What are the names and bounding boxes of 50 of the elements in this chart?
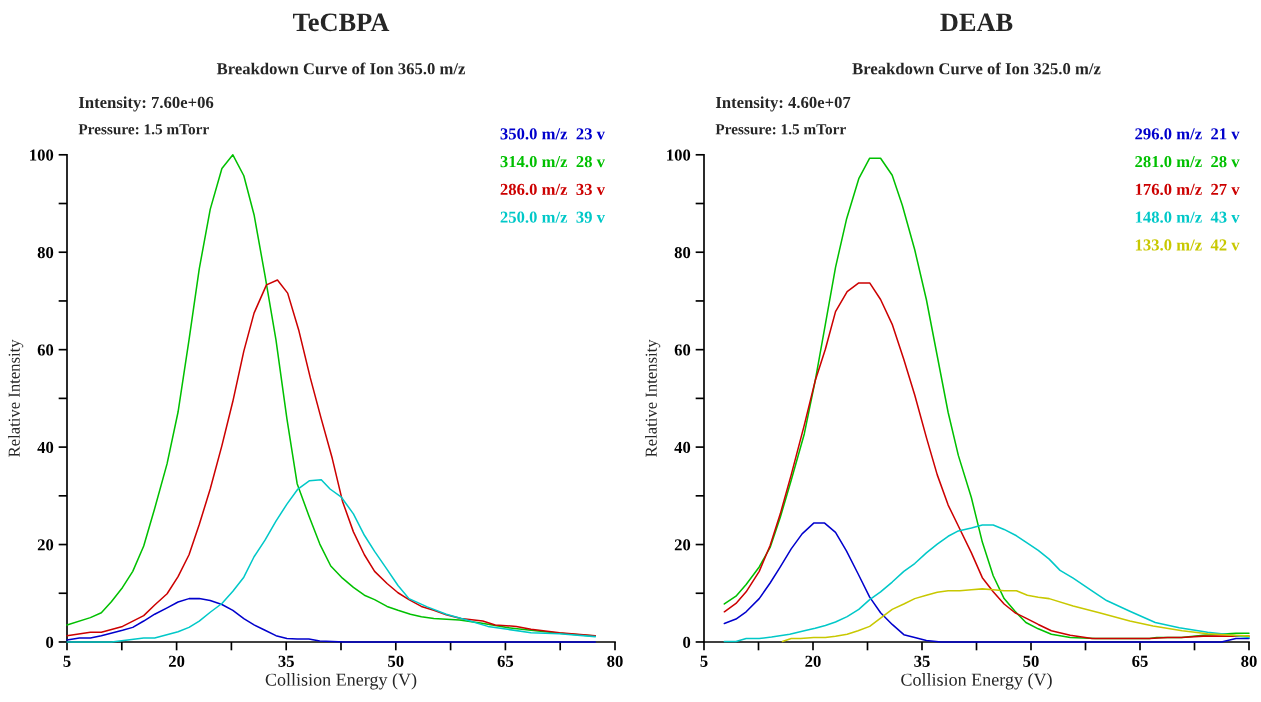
y-axis-title: Relative Intensity <box>645 339 661 457</box>
x-tick-label: 20 <box>168 655 185 667</box>
line-series <box>781 588 1250 643</box>
text: 350.0 m/z 23 v <box>500 128 605 140</box>
text: 314.0 m/z 28 v <box>500 156 605 168</box>
chart-title: TeCBPA <box>293 13 390 32</box>
y-tick-label: 100 <box>667 149 691 161</box>
x-axis-title: Collision Energy (V) <box>901 673 1052 690</box>
x-tick-label: 5 <box>63 655 71 667</box>
x-tick-label: 80 <box>607 655 623 667</box>
text: Intensity: 4.60e+07 <box>715 96 851 112</box>
x-tick-label: 65 <box>497 655 514 667</box>
y-tick-label: 20 <box>674 539 691 551</box>
y-tick-label: 80 <box>37 246 54 259</box>
text: Intensity: 7.60e+06 <box>78 96 214 112</box>
y-tick-label: 100 <box>30 149 54 161</box>
x-tick-label: 20 <box>805 655 821 667</box>
text: 176.0 m/z 27 v <box>1135 183 1240 196</box>
line-series <box>66 478 597 643</box>
line-series <box>723 157 1250 640</box>
text: 250.0 m/z 39 v <box>500 211 605 223</box>
y-tick-label: 0 <box>683 636 691 648</box>
x-tick-label: 50 <box>1023 655 1039 667</box>
text: 296.0 m/z 21 v <box>1135 128 1240 140</box>
chart-subtitle: Breakdown Curve of Ion 365.0 m/z <box>216 62 466 75</box>
y-tick-label: 40 <box>37 441 54 454</box>
chart-subtitle: Breakdown Curve of Ion 325.0 m/z <box>852 62 1101 75</box>
text: Pressure: 1.5 mTorr <box>715 124 846 135</box>
y-tick-label: 60 <box>674 344 691 356</box>
y-tick-label: 60 <box>37 344 54 356</box>
x-tick-label: 35 <box>278 655 294 667</box>
y-tick-label: 20 <box>37 539 54 551</box>
x-tick-label: 5 <box>700 655 708 667</box>
y-axis-title: Relative Intensity <box>8 339 24 457</box>
x-tick-label: 80 <box>1241 655 1257 667</box>
x-tick-label: 65 <box>1132 655 1148 667</box>
x-axis-title: Collision Energy (V) <box>265 673 417 690</box>
chart-title: DEAB <box>940 13 1013 31</box>
text: 148.0 m/z 43 v <box>1135 211 1240 223</box>
text: 133.0 m/z 42 v <box>1135 239 1240 251</box>
x-tick-label: 35 <box>914 655 930 667</box>
text: Pressure: 1.5 mTorr <box>78 124 209 135</box>
line-series <box>66 597 597 643</box>
line-series <box>66 279 597 637</box>
y-tick-label: 80 <box>674 246 691 259</box>
x-tick-label: 50 <box>388 655 404 667</box>
text: 281.0 m/z 28 v <box>1135 156 1240 168</box>
text: 286.0 m/z 33 v <box>500 183 605 196</box>
y-tick-label: 0 <box>46 636 54 648</box>
y-tick-label: 40 <box>674 441 691 454</box>
